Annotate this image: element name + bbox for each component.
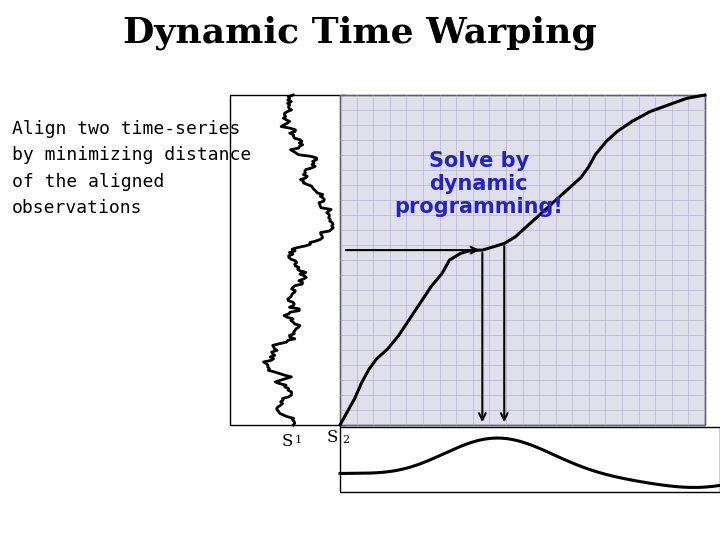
Text: Solve by
dynamic
programming!: Solve by dynamic programming! (395, 151, 563, 217)
Bar (340, 427, 720, 492)
Text: 1: 1 (294, 435, 302, 445)
Bar (230, 95, 345, 425)
Text: Dynamic Time Warping: Dynamic Time Warping (123, 15, 597, 50)
Text: S: S (327, 429, 338, 446)
Bar (340, 95, 705, 425)
Text: S: S (282, 433, 293, 450)
Text: 2: 2 (342, 435, 349, 445)
Text: Align two time-series
by minimizing distance
of the aligned
observations: Align two time-series by minimizing dist… (12, 120, 251, 217)
